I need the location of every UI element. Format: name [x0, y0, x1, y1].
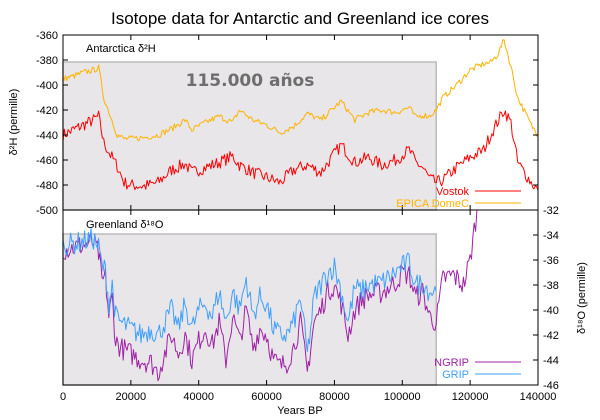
y-axis-label-right: δ¹⁸O (permille) — [576, 262, 588, 334]
x-tick-label: 80000 — [319, 391, 350, 403]
y-tick-label-left: -380 — [36, 55, 58, 67]
y-tick-label-left: -360 — [36, 30, 58, 42]
series-line-ngrip — [62, 209, 478, 382]
x-tick-label: 0 — [60, 391, 66, 403]
x-tick-label: 60000 — [251, 391, 282, 403]
legend-label-vostok: Vostok — [436, 186, 470, 198]
y-tick-label-left: -480 — [36, 180, 58, 192]
shaded-region-antarctica — [62, 61, 437, 211]
legend-label-epica-domec: EPICA DomeC — [396, 198, 469, 210]
y-axis-label-left: δ²H (permille) — [8, 89, 20, 156]
y-tick-label-right: -38 — [543, 280, 559, 292]
y-tick-label-right: -32 — [543, 205, 559, 217]
y-tick-label-right: -36 — [543, 255, 559, 267]
x-tick-label: 100000 — [384, 391, 421, 403]
legend-label-grip: GRIP — [442, 369, 469, 381]
y-tick-label-left: -400 — [36, 80, 58, 92]
x-tick-label: 140000 — [520, 391, 557, 403]
x-tick-label: 40000 — [183, 391, 214, 403]
y-tick-label-left: -500 — [36, 205, 58, 217]
y-tick-label-right: -34 — [543, 230, 559, 242]
y-tick-label-right: -42 — [543, 330, 559, 342]
series-line-vostok — [62, 110, 539, 191]
y-tick-label-left: -440 — [36, 130, 58, 142]
x-axis-label: Years BP — [277, 405, 322, 417]
y-tick-label-right: -40 — [543, 305, 559, 317]
series-line-epica-domec — [62, 39, 539, 142]
y-tick-label-left: -420 — [36, 105, 58, 117]
y-tick-label-left: -460 — [36, 155, 58, 167]
panel-label-antarctica: Antarctica δ²H — [86, 43, 156, 55]
plot-frame-greenland — [62, 209, 539, 386]
series-line-grip — [62, 228, 437, 353]
y-tick-label-right: -46 — [543, 380, 559, 392]
chart-title: Isotope data for Antarctic and Greenland… — [111, 9, 489, 28]
annotation-115000-years: 115.000 años — [186, 71, 315, 91]
legend-label-ngrip: NGRIP — [434, 357, 469, 369]
panel-label-greenland: Greenland δ¹⁸O — [86, 219, 164, 231]
x-tick-label: 120000 — [452, 391, 489, 403]
y-tick-label-right: -44 — [543, 355, 559, 367]
shaded-region-greenland — [62, 233, 437, 386]
x-tick-label: 20000 — [116, 391, 147, 403]
